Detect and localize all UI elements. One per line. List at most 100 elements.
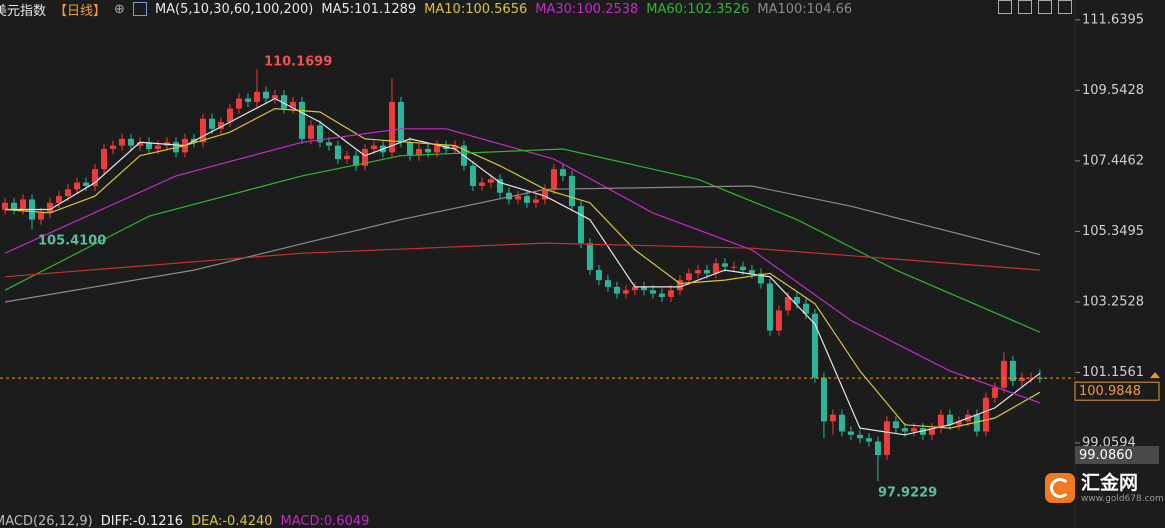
y-tick-label: 105.3495 — [1082, 224, 1144, 239]
candle-body — [451, 145, 458, 149]
legend-entry: MA100:104.66 — [757, 1, 853, 17]
candle-body — [289, 101, 296, 109]
candle-body — [577, 206, 584, 244]
candle-body — [559, 169, 566, 176]
macd-label: MACD:0.6049 — [280, 514, 370, 528]
candle-body — [343, 155, 350, 160]
candle-body — [622, 290, 629, 294]
annotation: 105.4100 — [38, 234, 106, 249]
candle-body — [631, 286, 638, 291]
candle-body — [856, 434, 863, 439]
settings-icon[interactable] — [132, 2, 147, 16]
add-icon[interactable]: ⊕ — [114, 1, 125, 17]
tool-icon[interactable] — [1018, 0, 1032, 14]
candle-body — [208, 118, 215, 129]
candle-body — [280, 95, 287, 109]
candle-body — [973, 414, 980, 432]
candle-body — [154, 145, 161, 149]
candle-body — [658, 293, 665, 297]
candle-body — [946, 414, 953, 425]
candle-body — [325, 142, 332, 146]
candle-body — [217, 122, 224, 129]
logo-icon — [1045, 473, 1075, 503]
candle-body — [370, 145, 377, 149]
candle-body — [388, 101, 395, 153]
header: 美元指数 【日线】 ⊕ MA(5,10,30,60,100,200) MA5:1… — [0, 0, 853, 19]
candle-body — [919, 428, 926, 435]
candle-body — [235, 98, 242, 109]
candle-body — [775, 310, 782, 331]
ma-line — [4, 107, 1041, 429]
candle-body — [46, 202, 53, 213]
y-tick-label: 109.5428 — [1082, 83, 1144, 98]
price-tag — [1074, 381, 1160, 401]
price-tag-label: 99.0860 — [1079, 448, 1133, 463]
candle-body — [748, 270, 755, 274]
chart-title: 美元指数 — [0, 3, 47, 19]
candle-body — [568, 175, 575, 207]
candle-body — [991, 387, 998, 398]
candle-body — [901, 428, 908, 432]
tool-icon[interactable] — [1038, 0, 1052, 14]
candle-body — [928, 428, 935, 435]
candle-body — [352, 155, 359, 166]
candle-body — [2, 202, 9, 210]
candle-body — [595, 270, 602, 281]
candle-body — [397, 101, 404, 143]
candle-body — [883, 421, 890, 456]
candle-body — [766, 283, 773, 331]
candle-body — [20, 199, 27, 210]
candle-body — [676, 280, 683, 291]
candle-body — [892, 421, 899, 429]
candle-body — [38, 212, 45, 220]
macd-label: DIFF:-0.1216 — [100, 514, 184, 528]
candle-body — [307, 125, 314, 139]
candle-body — [1000, 360, 1007, 388]
candle-body — [523, 196, 530, 203]
candle-body — [55, 196, 62, 203]
y-tick-label: 103.2528 — [1082, 294, 1144, 309]
macd-legend: MACD(26,12,9) DIFF:-0.1216 DEA:-0.4240 MACD… — [0, 514, 369, 528]
candle-body — [541, 189, 548, 200]
price-tag — [1075, 446, 1159, 465]
candle-body — [496, 179, 503, 193]
candle-body — [469, 165, 476, 186]
candle-body — [712, 263, 719, 274]
price-tag-label: 100.9848 — [1079, 384, 1141, 399]
candle-body — [649, 290, 656, 294]
candle-body — [739, 266, 746, 271]
candle-body — [955, 421, 962, 425]
candle-body — [316, 125, 323, 143]
candle-body — [550, 169, 557, 190]
candle-body — [64, 189, 71, 197]
logo: 汇金网 www.gold678.com — [1045, 472, 1164, 504]
candle-body — [487, 179, 494, 183]
candle-body — [1018, 377, 1025, 382]
candle-body — [415, 148, 422, 156]
candle-body — [604, 280, 611, 287]
candle-body — [910, 428, 917, 432]
candle-body — [793, 296, 800, 304]
legend-entry: MA10:100.5656 — [424, 1, 528, 17]
logo-text: 汇金网 www.gold678.com — [1081, 472, 1164, 504]
candle-body — [586, 243, 593, 271]
candle-body — [424, 148, 431, 153]
candle-body — [820, 377, 827, 422]
candle-body — [145, 142, 152, 149]
candle-body — [1009, 360, 1016, 382]
candle-body — [784, 296, 791, 311]
candle-body — [262, 91, 269, 99]
candle-body — [730, 266, 737, 268]
annotation: 97.9229 — [878, 486, 937, 501]
candle-body — [109, 145, 116, 149]
ma-label: MA(5,10,30,60,100,200) — [154, 1, 314, 17]
ma-line — [4, 128, 1041, 404]
y-tick-label: 101.1561 — [1082, 365, 1144, 380]
tool-icon[interactable] — [998, 0, 1012, 14]
candle-body — [91, 169, 98, 186]
candle-body — [685, 273, 692, 281]
candle-body — [802, 303, 809, 314]
tool-icon[interactable] — [1058, 0, 1072, 14]
candle-body — [505, 192, 512, 200]
